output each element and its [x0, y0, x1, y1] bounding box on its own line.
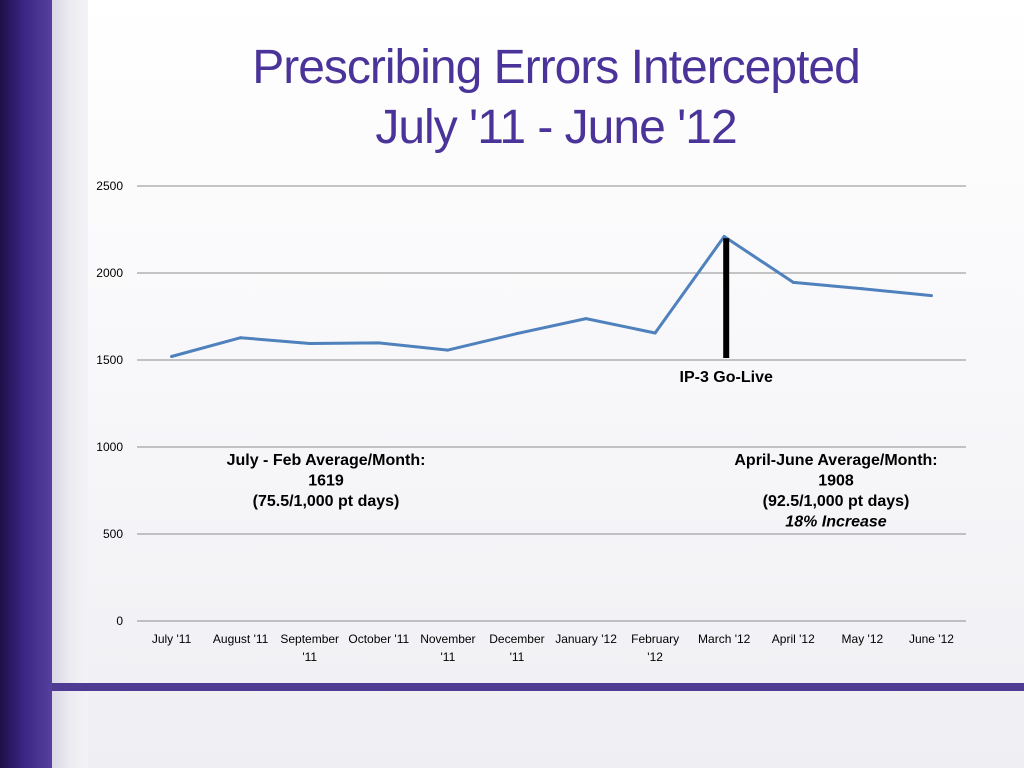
x-tick-label-line: March '12 [698, 632, 751, 646]
annotation-right-line: 18% Increase [785, 514, 887, 531]
x-tick-label-line: June '12 [909, 632, 954, 646]
x-tick-label-line: December [489, 632, 544, 646]
data-point [860, 287, 864, 291]
golive-label: IP-3 Go-Live [680, 369, 773, 386]
left-accent-bar [0, 0, 52, 768]
y-tick-label: 500 [103, 527, 123, 541]
data-point [377, 341, 381, 345]
series-line [171, 235, 932, 358]
slide-title: Prescribing Errors Intercepted July '11 … [88, 38, 1024, 158]
annotation-left-line: 1619 [308, 473, 344, 490]
x-tick-label: June '12 [909, 632, 954, 646]
data-point [446, 348, 450, 352]
annotation-right-line: (92.5/1,000 pt days) [763, 493, 910, 510]
x-tick-label: November '11 [420, 632, 475, 664]
annotation-left-line: July - Feb Average/Month: [227, 452, 426, 469]
x-tick-label-line: April '12 [772, 632, 815, 646]
left-light-stripe [52, 0, 88, 768]
x-tick-label: July '11 [152, 632, 192, 646]
x-tick-label-line: '11 [302, 650, 317, 664]
slide-title-line-2: July '11 - June '12 [375, 101, 737, 154]
x-tick-label: October '11 [348, 632, 409, 646]
x-tick-label: December '11 [489, 632, 544, 664]
x-tick-label: September '11 [280, 632, 339, 664]
x-tick-label: March '12 [698, 632, 751, 646]
slide-title-line-1: Prescribing Errors Intercepted [252, 41, 861, 94]
annotation-right-line: April-June Average/Month: [734, 452, 937, 469]
y-tick-label: 2000 [96, 266, 123, 280]
data-point [653, 331, 657, 335]
x-tick-label-line: November [420, 632, 475, 646]
x-tick-label: April '12 [772, 632, 815, 646]
annotation-left-line: (75.5/1,000 pt days) [253, 493, 400, 510]
x-tick-label-line: July '11 [152, 632, 192, 646]
annotation-right-line: 1908 [818, 473, 854, 490]
x-tick-label: January '12 [555, 632, 617, 646]
x-tick-label: May '12 [842, 632, 884, 646]
data-point [722, 234, 726, 238]
x-tick-label-line: May '12 [842, 632, 884, 646]
x-tick-label-line: '11 [510, 650, 525, 664]
data-point [239, 336, 243, 340]
y-tick-label: 0 [116, 614, 123, 628]
data-point [515, 332, 519, 336]
y-tick-label: 1500 [96, 353, 123, 367]
x-tick-label: February '12 [631, 632, 679, 664]
data-point [584, 317, 588, 321]
x-tick-label-line: February [631, 632, 679, 646]
y-tick-label: 1000 [96, 440, 123, 454]
x-tick-label-line: September [280, 632, 339, 646]
x-tick-label-line: '12 [647, 650, 663, 664]
x-tick-label-line: January '12 [555, 632, 617, 646]
data-point [170, 355, 174, 359]
x-tick-label-line: October '11 [348, 632, 409, 646]
y-tick-label: 2500 [96, 179, 123, 193]
x-tick-label-line: August '11 [213, 632, 269, 646]
bottom-accent-rule [52, 683, 1024, 691]
data-point [308, 341, 312, 345]
data-point [929, 294, 933, 298]
x-tick-label: August '11 [213, 632, 269, 646]
data-point [791, 280, 795, 284]
x-tick-label-line: '11 [441, 650, 456, 664]
